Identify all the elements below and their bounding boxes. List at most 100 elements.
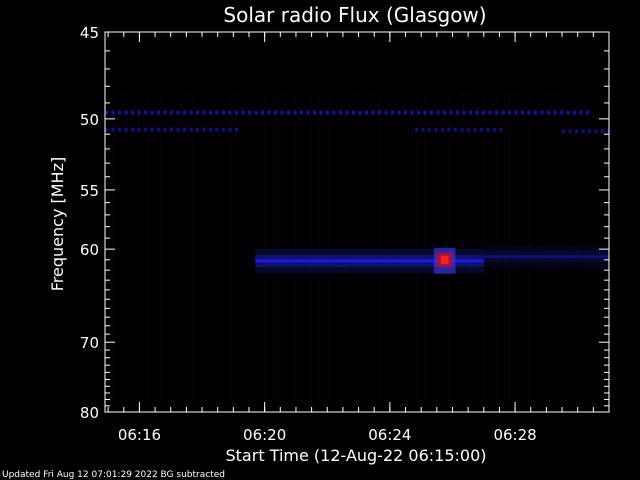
noise-stripe	[529, 92, 531, 402]
rfi-dot	[378, 110, 381, 115]
rfi-dot	[579, 110, 583, 115]
noise-stripe	[336, 92, 338, 402]
noise-stripe	[415, 92, 418, 402]
rfi-dot	[241, 110, 245, 115]
y-tick-label: 55	[80, 182, 99, 200]
noise-stripe	[247, 92, 250, 402]
noise-stripe	[319, 92, 321, 402]
rfi-dot	[492, 127, 496, 132]
rfi-dot	[501, 110, 505, 115]
noise-stripe	[504, 92, 506, 402]
rfi-dot	[163, 110, 167, 115]
noise-stripe	[340, 92, 342, 402]
noise-stripe	[302, 92, 304, 402]
rfi-dot	[150, 110, 154, 115]
rfi-dot	[453, 127, 457, 132]
noise-stripe	[222, 92, 225, 402]
noise-stripe	[600, 92, 603, 402]
rfi-dot	[358, 110, 362, 115]
noise-stripe	[281, 92, 283, 402]
noise-stripe	[596, 92, 598, 402]
rfi-dot	[118, 110, 121, 115]
noise-stripe	[327, 92, 330, 402]
rfi-dot	[430, 110, 433, 115]
plot-background	[105, 32, 609, 412]
noise-stripe	[365, 92, 367, 402]
noise-stripe	[349, 92, 351, 402]
noise-stripe	[424, 92, 426, 402]
noise-stripe	[184, 92, 187, 402]
rfi-dot	[436, 110, 440, 115]
noise-stripe	[193, 92, 195, 402]
rfi-dot	[588, 129, 591, 134]
noise-stripe	[361, 92, 363, 402]
rfi-dot	[443, 110, 446, 115]
noise-stripe	[130, 92, 132, 402]
rfi-dot	[410, 110, 414, 115]
y-axis-label: Frequency [MHz]	[48, 157, 67, 291]
noise-stripe	[588, 92, 590, 402]
rfi-dot	[111, 110, 115, 115]
noise-stripe	[382, 92, 384, 402]
noise-stripe	[138, 92, 141, 402]
rfi-dot	[332, 110, 336, 115]
band-core	[255, 259, 484, 263]
noise-stripe	[264, 92, 267, 402]
noise-stripe	[386, 92, 388, 402]
rfi-dot	[228, 127, 232, 132]
rfi-dot	[313, 110, 316, 115]
noise-stripe	[571, 92, 573, 402]
noise-stripe	[252, 92, 254, 402]
background-noise	[109, 92, 607, 402]
noise-stripe	[277, 92, 279, 402]
rfi-dot	[581, 129, 585, 134]
noise-stripe	[331, 92, 334, 402]
y-tick-label: 80	[80, 404, 99, 422]
noise-stripe	[235, 92, 237, 402]
rfi-dot	[170, 127, 173, 132]
rfi-dot	[176, 110, 180, 115]
rfi-dot	[293, 110, 297, 115]
noise-stripe	[147, 92, 149, 402]
rfi-dot	[417, 110, 420, 115]
rfi-dot	[440, 127, 444, 132]
rfi-dot	[209, 110, 212, 115]
noise-stripe	[239, 92, 241, 402]
rfi-dot	[423, 110, 427, 115]
rfi-dot	[601, 129, 604, 134]
noise-stripe	[126, 92, 128, 402]
noise-stripe	[315, 92, 317, 402]
noise-stripe	[231, 92, 233, 402]
rfi-dot	[131, 127, 134, 132]
rfi-dot	[482, 110, 485, 115]
rfi-line	[414, 127, 503, 132]
rfi-dot	[124, 127, 128, 132]
burst	[433, 247, 456, 274]
plot-frame	[104, 31, 610, 413]
y-tick-label: 50	[80, 111, 99, 129]
emission-band	[483, 244, 609, 269]
noise-stripe	[310, 92, 313, 402]
noise-stripe	[478, 92, 481, 402]
band-core	[483, 255, 609, 259]
noise-stripe	[268, 92, 271, 402]
rfi-dot	[427, 127, 431, 132]
noise-stripe	[369, 92, 372, 402]
rfi-dot	[254, 110, 258, 115]
noise-stripe	[449, 92, 451, 402]
rfi-dot	[235, 127, 238, 132]
rfi-dot	[163, 127, 167, 132]
noise-stripe	[298, 92, 300, 402]
x-axis-label: Start Time (12-Aug-22 06:15:00)	[226, 446, 487, 465]
rfi-dot	[365, 110, 368, 115]
rfi-dot	[540, 110, 544, 115]
rfi-dot	[434, 127, 438, 132]
noise-stripe	[344, 92, 346, 402]
band-halo	[483, 250, 609, 263]
plot-area	[105, 32, 611, 412]
rfi-dot	[131, 110, 134, 115]
rfi-dot	[150, 127, 154, 132]
rfi-dot	[209, 127, 212, 132]
noise-stripe	[378, 92, 380, 402]
noise-stripe	[172, 92, 174, 402]
